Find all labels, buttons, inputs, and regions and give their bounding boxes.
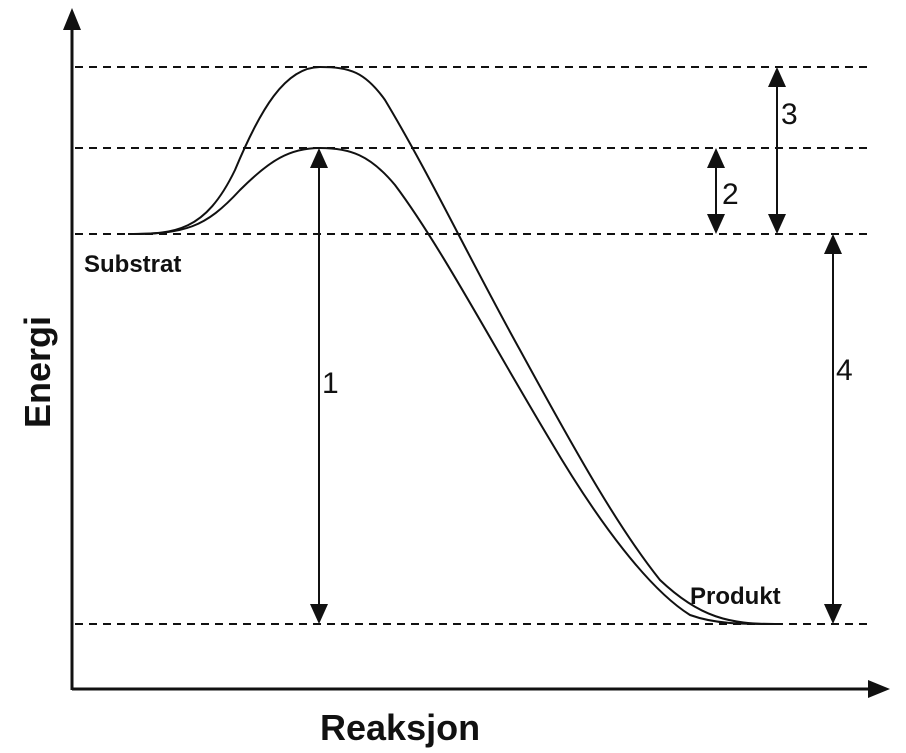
x-axis-label: Reaksjon: [320, 707, 480, 748]
arrow-2-head-up: [707, 148, 725, 168]
arrow-4-head-down: [824, 604, 842, 624]
substrate-label: Substrat: [84, 251, 181, 278]
y-axis-label: Energi: [17, 316, 58, 428]
product-label: Produkt: [690, 583, 781, 610]
arrow-3-head-up: [768, 67, 786, 87]
arrow-3-head-down: [768, 214, 786, 234]
arrow-4-label: 4: [836, 354, 853, 387]
x-axis-arrowhead: [868, 680, 890, 698]
arrow-2-head-down: [707, 214, 725, 234]
arrow-2-label: 2: [722, 178, 739, 211]
y-axis-arrowhead: [63, 8, 81, 30]
curve-uncatalyzed: [127, 65, 776, 625]
arrow-1-head-up: [310, 148, 328, 168]
arrow-3-label: 3: [781, 98, 798, 131]
arrow-1-label: 1: [322, 367, 339, 400]
curve-catalyzed: [127, 146, 776, 625]
arrow-1-head-down: [310, 604, 328, 624]
arrow-4-head-up: [824, 234, 842, 254]
